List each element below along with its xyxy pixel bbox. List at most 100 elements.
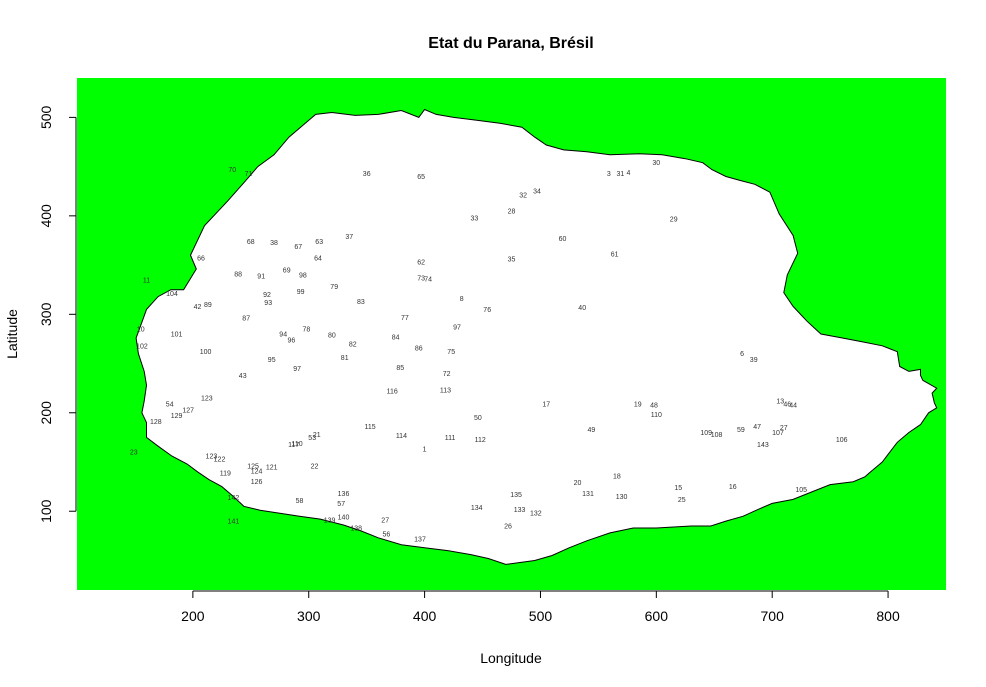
y-axis: 100 200 300 400 500 (38, 105, 77, 523)
y-axis-label: Latitude (4, 309, 20, 359)
station-label: 6 (740, 351, 744, 358)
station-label: 112 (475, 437, 486, 444)
station-label: 47 (753, 424, 761, 431)
station-label: 100 (200, 349, 212, 356)
station-label: 81 (341, 355, 349, 362)
station-label: 18 (613, 473, 621, 480)
station-label: 123 (201, 396, 213, 403)
station-label: 29 (670, 216, 678, 223)
x-tick-label: 600 (645, 608, 669, 624)
station-label: 135 (510, 492, 522, 499)
station-label: 99 (297, 289, 305, 296)
station-label: 30 (652, 160, 660, 167)
x-tick-label: 800 (876, 608, 900, 624)
station-label: 69 (283, 268, 291, 275)
station-label: 22 (311, 463, 319, 470)
station-label: 84 (392, 335, 400, 342)
station-label: 107 (772, 430, 784, 437)
station-label: 89 (204, 302, 212, 309)
station-label: 31 (617, 171, 625, 178)
station-label: 86 (415, 345, 423, 352)
y-tick-label: 400 (38, 204, 54, 228)
station-label: 75 (447, 349, 455, 356)
station-label: 72 (443, 371, 451, 378)
station-label: 139 (324, 518, 336, 525)
station-label: 121 (266, 464, 278, 471)
station-label: 65 (417, 174, 425, 181)
station-label: 21 (313, 432, 321, 439)
station-label: 63 (315, 239, 323, 246)
station-label: 38 (270, 240, 278, 247)
station-label: 32 (519, 193, 527, 200)
station-label: 106 (836, 437, 848, 444)
station-label: 131 (582, 491, 594, 498)
station-label: 132 (530, 511, 542, 518)
y-tick-label: 100 (38, 499, 54, 523)
station-label: 85 (396, 365, 404, 372)
station-label: 101 (171, 332, 183, 339)
station-label: 27 (381, 518, 389, 525)
station-label: 68 (247, 239, 255, 246)
station-label: 110 (651, 412, 662, 419)
station-label: 62 (417, 260, 425, 267)
station-label: 50 (474, 415, 482, 422)
station-label: 3 (607, 171, 611, 178)
station-label: 128 (150, 419, 162, 426)
station-label: 13 (776, 399, 784, 406)
station-label: 8 (460, 296, 464, 303)
station-label: 20 (574, 480, 582, 487)
x-tick-label: 500 (529, 608, 553, 624)
station-label: 83 (357, 299, 365, 306)
station-label: 1 (423, 447, 427, 454)
station-label: 94 (279, 332, 287, 339)
station-label: 114 (396, 433, 407, 440)
station-label: 54 (166, 401, 174, 408)
station-label: 108 (711, 432, 723, 439)
station-label: 78 (303, 327, 311, 334)
station-label: 66 (197, 256, 205, 263)
station-label: 44 (789, 402, 797, 409)
station-label: 25 (678, 497, 686, 504)
station-label: 97 (453, 325, 461, 332)
station-label: 138 (350, 526, 362, 533)
station-label: 133 (514, 507, 526, 514)
station-label: 109 (700, 430, 712, 437)
station-label: 23 (130, 450, 138, 457)
station-label: 36 (363, 171, 371, 178)
station-label: 76 (483, 307, 491, 314)
station-label: 111 (445, 435, 456, 442)
station-label: 91 (257, 273, 265, 280)
station-label: 53 (308, 435, 316, 442)
station-label: 57 (337, 501, 345, 508)
station-label: 92 (263, 292, 271, 299)
station-label: 124 (251, 468, 263, 475)
station-label: 39 (750, 357, 758, 364)
station-label: 80 (328, 333, 336, 340)
station-label: 93 (264, 300, 272, 307)
station-label: 35 (508, 257, 516, 264)
station-label: 97 (293, 366, 301, 373)
station-label: 125 (247, 463, 259, 470)
station-label: 82 (349, 341, 357, 348)
station-label: 48 (650, 402, 658, 409)
station-label: 43 (239, 373, 247, 380)
x-axis: 200 300 400 500 600 700 800 (181, 590, 900, 624)
station-label: 60 (559, 236, 567, 243)
station-label: 129 (171, 413, 183, 420)
station-label: 115 (365, 424, 376, 431)
station-label: 17 (542, 401, 550, 408)
station-label: 96 (288, 337, 296, 344)
station-label: 104 (166, 291, 178, 298)
station-label: 10 (137, 327, 145, 334)
station-label: 87 (242, 316, 250, 323)
parana-region (135, 108, 938, 565)
station-label: 113 (440, 388, 451, 395)
station-label: 119 (220, 470, 231, 477)
x-tick-label: 400 (413, 608, 437, 624)
station-label: 116 (387, 389, 398, 396)
station-label: 117 (288, 442, 299, 449)
station-label: 70 (228, 167, 236, 174)
station-label: 16 (729, 484, 737, 491)
station-label: 33 (471, 215, 479, 222)
